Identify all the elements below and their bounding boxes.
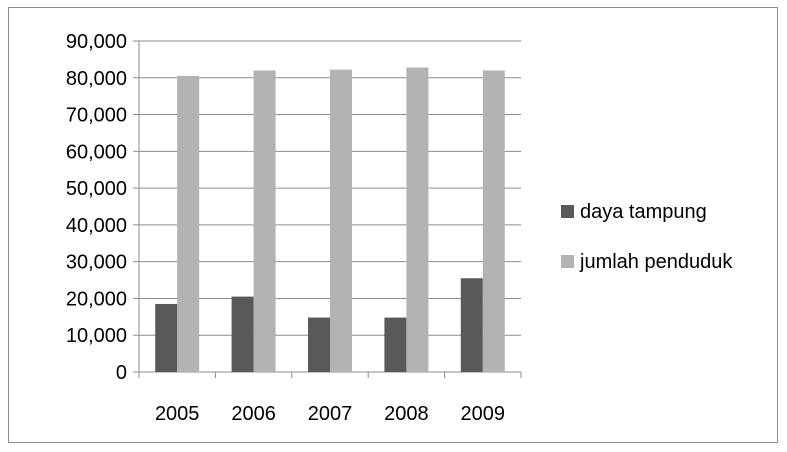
x-tick-label: 2009 <box>461 403 506 425</box>
y-tick-label: 0 <box>116 362 127 384</box>
bars <box>155 67 505 373</box>
y-tick-label: 60,000 <box>66 141 127 163</box>
bar-daya-tampung-2007 <box>308 317 330 372</box>
y-tick-label: 30,000 <box>66 252 127 274</box>
bar-jumlah-penduduk-2008 <box>406 67 429 373</box>
bar-daya-tampung-2006 <box>231 296 254 372</box>
legend: daya tampung jumlah penduduk <box>561 201 733 273</box>
x-tick-label: 2008 <box>384 403 429 425</box>
bar-chart: 0 10,000 20,000 30,000 40,000 50,000 60,000 70,… <box>66 31 734 425</box>
x-tick-label: 2007 <box>308 403 353 425</box>
bar-daya-tampung-2008 <box>384 317 407 372</box>
x-tick-labels: 2005 2006 2007 2008 2009 <box>155 403 505 425</box>
legend-label: jumlah penduduk <box>579 251 733 273</box>
y-tick-label: 10,000 <box>66 325 127 347</box>
y-tick-label: 80,000 <box>66 68 127 90</box>
x-tick-label: 2005 <box>155 403 200 425</box>
chart-area: 0 10,000 20,000 30,000 40,000 50,000 60,000 70,… <box>8 7 778 443</box>
bar-jumlah-penduduk-2006 <box>253 70 276 372</box>
bar-jumlah-penduduk-2005 <box>177 75 200 372</box>
bar-jumlah-penduduk-2007 <box>330 69 352 372</box>
y-tick-label: 20,000 <box>66 288 127 310</box>
y-tick-label: 50,000 <box>66 178 127 200</box>
legend-label: daya tampung <box>580 201 707 223</box>
y-tick-labels: 0 10,000 20,000 30,000 40,000 50,000 60,000 70,… <box>66 31 127 384</box>
x-tick-label: 2006 <box>231 403 276 425</box>
y-tick-label: 90,000 <box>66 31 127 53</box>
y-tick-label: 40,000 <box>66 215 127 237</box>
bar-daya-tampung-2005 <box>155 303 178 372</box>
legend-swatch <box>561 205 574 218</box>
bar-jumlah-penduduk-2009 <box>482 70 505 372</box>
bar-daya-tampung-2009 <box>460 278 483 372</box>
y-tick-label: 70,000 <box>66 105 127 127</box>
legend-swatch <box>561 255 574 268</box>
